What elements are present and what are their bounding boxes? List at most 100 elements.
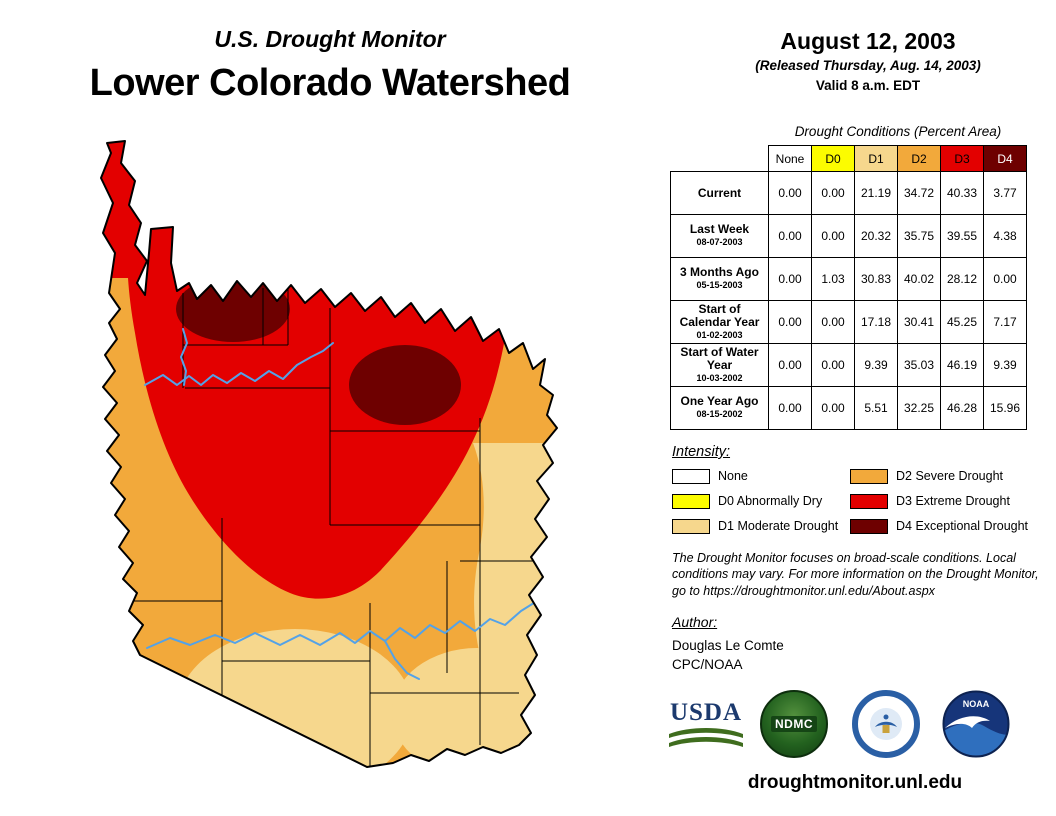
drought-conditions-table: None D0 D1 D2 D3 D4 Current 0.00 0.00 21.19 34.72 4… bbox=[670, 145, 1027, 430]
legend-label: D2 Severe Drought bbox=[896, 469, 1004, 483]
map-region-d1-south bbox=[177, 629, 413, 767]
little-colorado-river bbox=[144, 342, 334, 386]
usda-logo: USDA bbox=[666, 700, 746, 753]
map-region-d1-southeast bbox=[392, 648, 557, 767]
value-cell: 30.41 bbox=[897, 300, 941, 344]
value-cell: 20.32 bbox=[854, 214, 898, 258]
legend-item-d0: D0 Abnormally Dry bbox=[672, 493, 850, 509]
table-row: Start of Water Year 10-03-2002 0.00 0.00 9.3… bbox=[670, 343, 1027, 387]
row-label: Start of Calendar Year 01-02-2003 bbox=[670, 300, 769, 344]
value-cell: 40.02 bbox=[897, 257, 941, 301]
release-date: (Released Thursday, Aug. 14, 2003) bbox=[755, 58, 981, 73]
legend-swatch-d1 bbox=[672, 518, 710, 534]
ndmc-logo: NDMC bbox=[760, 690, 828, 758]
row-label: Current bbox=[670, 171, 769, 215]
value-cell: 21.19 bbox=[854, 171, 898, 215]
legend-swatch-d3 bbox=[850, 493, 888, 509]
table-row: 3 Months Ago 05-15-2003 0.00 1.03 30.83 40.02… bbox=[670, 257, 1027, 301]
legend-title: Intensity: bbox=[672, 444, 731, 460]
legend-item-none: None bbox=[672, 468, 850, 484]
value-cell: 34.72 bbox=[897, 171, 941, 215]
column-header-d2: D2 bbox=[897, 145, 941, 172]
legend-column-left: None D0 Abnormally Dry D1 Moderate Drought bbox=[672, 468, 850, 543]
value-cell: 45.25 bbox=[940, 300, 984, 344]
value-cell: 9.39 bbox=[983, 343, 1027, 387]
value-cell: 0.00 bbox=[768, 171, 812, 215]
column-header-d1: D1 bbox=[854, 145, 898, 172]
value-cell: 0.00 bbox=[768, 214, 812, 258]
author-name: Douglas Le Comte bbox=[672, 638, 784, 653]
table-row: Start of Calendar Year 01-02-2003 0.00 0.00… bbox=[670, 300, 1027, 344]
legend-item-d1: D1 Moderate Drought bbox=[672, 518, 850, 534]
row-label: 3 Months Ago 05-15-2003 bbox=[670, 257, 769, 301]
table-title: Drought Conditions (Percent Area) bbox=[794, 124, 1002, 139]
legend-label: None bbox=[718, 469, 748, 483]
value-cell: 0.00 bbox=[768, 386, 812, 430]
commerce-seal bbox=[852, 690, 920, 758]
value-cell: 0.00 bbox=[768, 300, 812, 344]
disclaimer-text: The Drought Monitor focuses on broad-sca… bbox=[672, 551, 1039, 598]
value-cell: 17.18 bbox=[854, 300, 898, 344]
column-header-d3: D3 bbox=[940, 145, 984, 172]
drought-table-wrap: None D0 D1 D2 D3 D4 Current 0.00 0.00 21.19 34.72 4… bbox=[670, 145, 1027, 430]
value-cell: 0.00 bbox=[983, 257, 1027, 301]
legend-item-d3: D3 Extreme Drought bbox=[850, 493, 1028, 509]
row-label: Start of Water Year 10-03-2002 bbox=[670, 343, 769, 387]
value-cell: 4.38 bbox=[983, 214, 1027, 258]
commerce-seal-emblem-icon bbox=[870, 708, 902, 740]
valid-time: Valid 8 a.m. EDT bbox=[815, 78, 921, 93]
table-row: One Year Ago 08-15-2002 0.00 0.00 5.51 32.25 4… bbox=[670, 386, 1027, 430]
value-cell: 5.51 bbox=[854, 386, 898, 430]
map-region-d4-northeast bbox=[349, 345, 461, 425]
legend-swatch-d4 bbox=[850, 518, 888, 534]
region-title: Lower Colorado Watershed bbox=[89, 62, 571, 104]
value-cell: 0.00 bbox=[811, 300, 855, 344]
usda-swoosh-icon bbox=[669, 728, 743, 747]
column-header-d0: D0 bbox=[811, 145, 855, 172]
legend-item-d4: D4 Exceptional Drought bbox=[850, 518, 1028, 534]
noaa-logo-text: NOAA bbox=[963, 699, 990, 709]
value-cell: 40.33 bbox=[940, 171, 984, 215]
value-cell: 28.12 bbox=[940, 257, 984, 301]
value-cell: 39.55 bbox=[940, 214, 984, 258]
legend-label: D3 Extreme Drought bbox=[896, 494, 1010, 508]
ndmc-logo-text: NDMC bbox=[771, 716, 817, 732]
author-heading: Author: bbox=[672, 614, 718, 630]
value-cell: 35.75 bbox=[897, 214, 941, 258]
watershed-outline bbox=[100, 140, 558, 768]
legend-label: D0 Abnormally Dry bbox=[718, 494, 823, 508]
value-cell: 0.00 bbox=[811, 386, 855, 430]
value-cell: 0.00 bbox=[811, 214, 855, 258]
value-cell: 0.00 bbox=[768, 257, 812, 301]
legend-column-right: D2 Severe Drought D3 Extreme Drought D4 Ex… bbox=[850, 468, 1028, 543]
noaa-logo: NOAA bbox=[942, 690, 1010, 758]
program-title: U.S. Drought Monitor bbox=[214, 26, 446, 52]
table-row: Current 0.00 0.00 21.19 34.72 40.33 3.77 bbox=[670, 171, 1027, 215]
value-cell: 0.00 bbox=[811, 171, 855, 215]
legend-swatch-d2 bbox=[850, 468, 888, 484]
legend-swatch-d0 bbox=[672, 493, 710, 509]
rivers bbox=[144, 328, 557, 680]
row-label: One Year Ago 08-15-2002 bbox=[670, 386, 769, 430]
author-org: CPC/NOAA bbox=[672, 657, 743, 672]
county-boundaries bbox=[125, 283, 555, 766]
value-cell: 0.00 bbox=[768, 343, 812, 387]
value-cell: 46.28 bbox=[940, 386, 984, 430]
row-label: Last Week 08-07-2003 bbox=[670, 214, 769, 258]
legend-label: D4 Exceptional Drought bbox=[896, 519, 1029, 533]
legend-item-d2: D2 Severe Drought bbox=[850, 468, 1028, 484]
table-corner-cell bbox=[670, 145, 769, 172]
map-date: August 12, 2003 bbox=[780, 28, 956, 54]
noaa-emblem-icon: NOAA bbox=[942, 690, 1010, 758]
column-header-none: None bbox=[768, 145, 812, 172]
value-cell: 7.17 bbox=[983, 300, 1027, 344]
value-cell: 46.19 bbox=[940, 343, 984, 387]
table-header-row: None D0 D1 D2 D3 D4 bbox=[670, 145, 1027, 172]
river-branch-south bbox=[384, 640, 420, 680]
value-cell: 9.39 bbox=[854, 343, 898, 387]
column-header-d4: D4 bbox=[983, 145, 1027, 172]
value-cell: 35.03 bbox=[897, 343, 941, 387]
value-cell: 3.77 bbox=[983, 171, 1027, 215]
legend-label: D1 Moderate Drought bbox=[718, 519, 839, 533]
table-row: Last Week 08-07-2003 0.00 0.00 20.32 35.75 39.… bbox=[670, 214, 1027, 258]
